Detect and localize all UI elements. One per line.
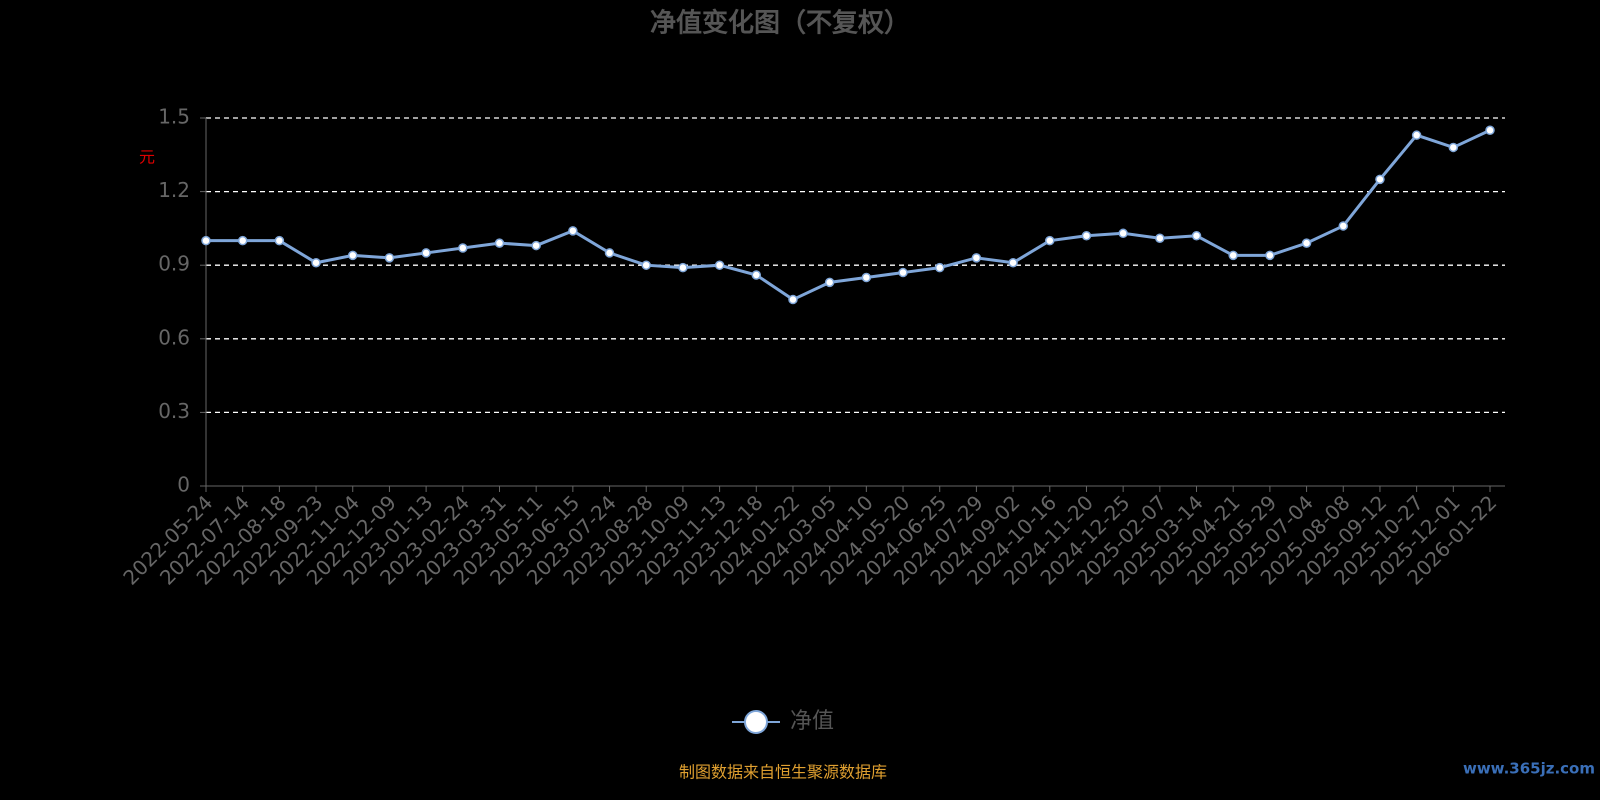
data-point — [347, 250, 358, 261]
data-point — [1191, 231, 1202, 241]
data-point — [751, 270, 762, 280]
data-point — [1228, 250, 1238, 261]
source-note: 制图数据来自恒生聚源数据库 — [679, 763, 887, 782]
y-tick-label: 0.9 — [158, 252, 190, 276]
legend-label: 净值 — [790, 709, 834, 734]
y-tick-label: 1.2 — [158, 178, 190, 202]
data-point — [1411, 130, 1422, 140]
data-point — [1008, 257, 1018, 268]
data-point — [1081, 231, 1092, 241]
data-point — [1118, 228, 1128, 239]
watermark: www.365jz.com — [1463, 760, 1595, 778]
legend-marker — [744, 710, 768, 734]
y-tick-label: 0 — [177, 473, 190, 497]
y-tick-label: 0.3 — [158, 399, 190, 423]
data-point — [568, 226, 578, 236]
data-point — [678, 262, 688, 273]
chart-title: 净值变化图（不复权） — [650, 8, 910, 39]
data-point — [934, 262, 945, 273]
data-point — [1375, 174, 1385, 185]
data-point — [237, 235, 248, 246]
data-point — [1265, 250, 1275, 261]
data-point — [971, 253, 982, 263]
data-point — [458, 243, 468, 253]
data-point — [604, 248, 615, 258]
data-point — [421, 248, 431, 258]
data-point — [641, 260, 651, 270]
data-point — [1301, 238, 1312, 248]
data-point — [1045, 235, 1055, 246]
y-tick-label: 0.6 — [158, 325, 190, 349]
data-point — [861, 272, 872, 283]
data-point — [1448, 142, 1459, 153]
data-point — [788, 294, 798, 305]
data-point — [494, 238, 505, 248]
data-point — [274, 235, 285, 246]
y-axis-label: 元 — [139, 148, 155, 167]
data-point — [714, 260, 725, 270]
data-point — [1155, 233, 1165, 243]
data-point — [1338, 221, 1349, 231]
data-line — [206, 128, 1491, 302]
data-point — [311, 257, 321, 268]
data-point — [1485, 125, 1495, 136]
y-tick-label: 1.5 — [158, 105, 190, 129]
data-point — [531, 240, 541, 251]
data-point — [201, 235, 211, 246]
data-point — [898, 267, 908, 278]
data-point — [824, 277, 835, 288]
data-point — [384, 253, 395, 263]
